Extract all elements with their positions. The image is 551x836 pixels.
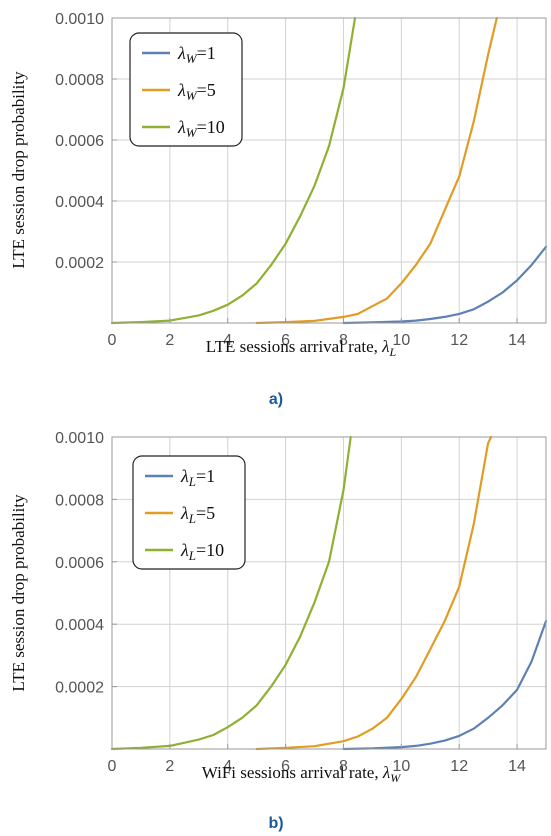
legend-label-2: λW=5	[177, 80, 216, 103]
y-tick-label: 0.0010	[55, 11, 104, 28]
x-tick-label: 2	[165, 758, 174, 775]
series-line-2	[257, 437, 491, 749]
y-tick-label: 0.0006	[55, 555, 104, 572]
y-tick-label: 0.0004	[55, 194, 104, 211]
chart-panel-b: 0 2 4 6 8 10 12 140.00020.00040.00060.00080.001…	[9, 430, 546, 832]
y-tick-label: 0.0004	[55, 617, 104, 634]
x-axis-title: WiFi sessions arrival rate, λW	[202, 763, 401, 785]
x-tick-label: 12	[450, 332, 468, 349]
x-axis-title: LTE sessions arrival rate, λL	[206, 337, 397, 359]
chart-panel-a: 0 2 4 6 8 10 12 140.00020.00040.00060.00080.001…	[9, 11, 546, 408]
x-tick-label: 14	[508, 332, 526, 349]
y-tick-label: 0.0008	[55, 72, 104, 89]
figure-caption: a)	[269, 391, 283, 408]
legend: λL=1 λL=5 λL=10	[133, 456, 245, 569]
x-tick-label: 0	[108, 758, 117, 775]
x-tick-label: 2	[165, 332, 174, 349]
series-line-1	[344, 621, 547, 749]
legend: λW=1 λW=5 λW=10	[130, 33, 242, 146]
x-tick-label: 14	[508, 758, 526, 775]
legend-label-2: λL=5	[180, 503, 215, 526]
y-axis-title: LTE session drop probability	[9, 71, 28, 269]
y-axis-title: LTE session drop probability	[9, 494, 28, 692]
legend-label-3: λL=10	[180, 540, 224, 563]
legend-label-3: λW=10	[177, 117, 225, 140]
x-tick-label: 12	[450, 758, 468, 775]
y-tick-label: 0.0006	[55, 133, 104, 150]
y-tick-label: 0.0002	[55, 255, 104, 272]
y-tick-label: 0.0002	[55, 680, 104, 697]
x-tick-label: 0	[108, 332, 117, 349]
y-tick-label: 0.0008	[55, 492, 104, 509]
series-line-2	[257, 18, 497, 323]
legend-label-1: λW=1	[177, 43, 216, 66]
legend-label-1: λL=1	[180, 466, 215, 489]
y-tick-label: 0.0010	[55, 430, 104, 447]
series-line-1	[344, 247, 547, 323]
figure-caption: b)	[268, 815, 283, 832]
